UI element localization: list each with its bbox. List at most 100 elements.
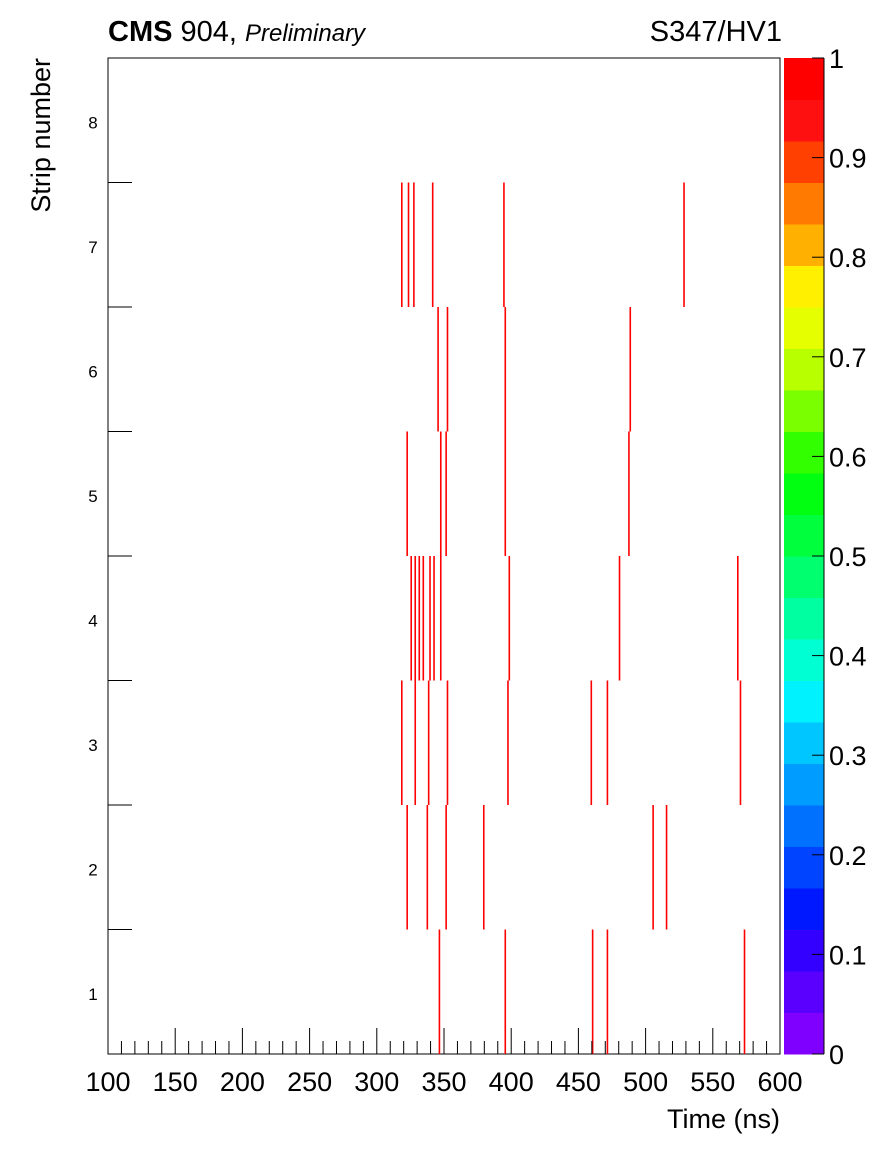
hit-cell — [427, 680, 430, 805]
hit-cell — [400, 182, 403, 307]
x-tick-label: 400 — [489, 1067, 534, 1097]
colorbar-band — [784, 514, 824, 557]
x-tick-label: 350 — [421, 1067, 466, 1097]
colorbar-band — [784, 224, 824, 266]
hit-cell — [739, 680, 742, 805]
colorbar-tick-label: 0.6 — [829, 442, 867, 472]
colorbar-band — [784, 763, 824, 806]
colorbar-tick-label: 1 — [829, 44, 844, 74]
colorbar-band — [784, 348, 824, 391]
hit-cell — [629, 307, 632, 432]
x-tick-label: 250 — [287, 1067, 332, 1097]
colorbar-tick-label: 0.5 — [829, 542, 867, 572]
hit-cell — [665, 805, 668, 930]
hit-cell — [437, 307, 439, 432]
hit-cell — [406, 805, 408, 930]
hit-cell — [736, 556, 739, 681]
colorbar-tick-label: 0.2 — [829, 841, 867, 871]
hit-cell — [503, 182, 505, 307]
hit-cell — [439, 431, 442, 556]
hit-cell — [743, 929, 746, 1054]
colorbar-band — [784, 1012, 824, 1055]
colorbar-band — [784, 639, 824, 681]
run-label: S347/HV1 — [649, 16, 782, 48]
x-tick-label: 550 — [690, 1067, 735, 1097]
colorbar-band — [784, 473, 824, 515]
chart-header-left: CMS 904, Preliminary — [108, 16, 365, 49]
hit-cell — [410, 556, 412, 681]
hit-cell — [445, 431, 447, 556]
hit-cell — [508, 556, 511, 681]
hit-cell — [431, 182, 434, 307]
y-tick-label: 3 — [88, 736, 97, 755]
colorbar-band — [784, 888, 824, 930]
hit-cell — [606, 929, 609, 1054]
hit-cell — [426, 805, 429, 930]
hit-cell — [446, 680, 449, 805]
status-label: Preliminary — [245, 20, 366, 47]
colorbar-band — [784, 431, 824, 474]
hit-cell — [482, 805, 485, 930]
colorbar-tick-label: 0.4 — [829, 642, 867, 672]
colorbar-band — [784, 307, 824, 349]
hit-cell — [439, 556, 442, 681]
hit-cell — [504, 929, 507, 1054]
colorbar-band — [784, 971, 824, 1013]
hit-cell — [652, 805, 654, 930]
colorbar-band — [784, 141, 824, 183]
y-tick-label: 7 — [88, 238, 97, 257]
colorbar-band — [784, 805, 824, 847]
hit-cell — [438, 929, 441, 1054]
hit-cell — [429, 556, 431, 681]
x-tick-label: 200 — [220, 1067, 265, 1097]
hit-cell — [422, 556, 425, 681]
hit-cell — [407, 182, 410, 307]
hit-cell — [413, 182, 415, 307]
colorbar-band — [784, 597, 824, 640]
colorbar-tick-label: 0.8 — [829, 243, 867, 273]
colorbar-band — [784, 58, 824, 100]
hit-cell — [591, 929, 594, 1054]
hit-cell — [418, 556, 421, 681]
colorbar-tick-label: 0.1 — [829, 940, 867, 970]
experiment-label: CMS — [108, 16, 173, 48]
x-axis-title: Time (ns) — [667, 1104, 780, 1134]
hit-cell — [628, 431, 630, 556]
hit-cell — [400, 680, 403, 805]
y-tick-label: 6 — [88, 362, 97, 381]
site-label: 904, — [180, 16, 237, 48]
colorbar-band — [784, 99, 824, 142]
hit-cell — [414, 680, 417, 805]
colorbar-band — [784, 846, 824, 889]
y-tick-label: 5 — [88, 487, 97, 506]
colorbar-band — [784, 680, 824, 723]
x-tick-label: 300 — [354, 1067, 399, 1097]
colorbar-tick-label: 0 — [829, 1040, 844, 1070]
hit-cell — [606, 680, 609, 805]
hit-cell — [414, 556, 417, 681]
hit-cell — [507, 680, 509, 805]
x-tick-label: 450 — [556, 1067, 601, 1097]
x-tick-label: 150 — [153, 1067, 198, 1097]
x-tick-label: 600 — [757, 1067, 802, 1097]
hit-cell — [433, 556, 435, 681]
colorbar-band — [784, 722, 824, 764]
hit-cell — [618, 556, 621, 681]
hit-cell — [504, 431, 507, 556]
hit-cell — [445, 805, 447, 930]
y-tick-label: 8 — [88, 113, 97, 132]
hit-cell — [406, 431, 408, 556]
colorbar-band — [784, 265, 824, 308]
colorbar-tick-label: 0.7 — [829, 343, 867, 373]
y-tick-label: 1 — [88, 985, 97, 1004]
x-tick-label: 500 — [623, 1067, 668, 1097]
y-tick-label: 2 — [88, 860, 97, 879]
plot-frame — [107, 57, 781, 1055]
hit-cell — [504, 307, 507, 432]
hit-cell — [446, 307, 449, 432]
y-axis-title: Strip number — [26, 58, 56, 213]
colorbar-tick-label: 0.9 — [829, 144, 867, 174]
colorbar-tick-label: 0.3 — [829, 741, 867, 771]
x-tick-label: 100 — [85, 1067, 130, 1097]
